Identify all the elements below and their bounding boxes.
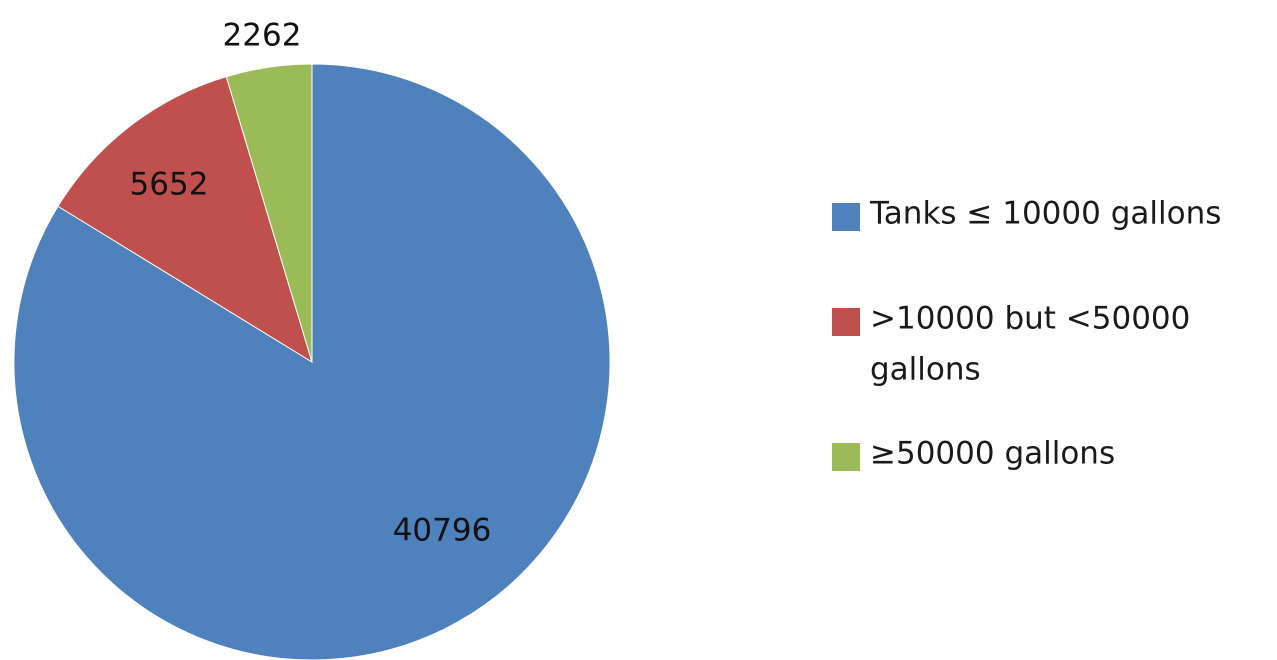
legend-swatch-tanks-le-10000 [832, 203, 860, 231]
legend-swatch-tanks-10000-50000 [832, 308, 860, 336]
legend-label-tanks-10000-50000-line-2: gallons [870, 352, 981, 388]
data-label-tanks-ge-50000: 2262 [223, 18, 302, 54]
legend-label-tanks-le-10000: Tanks ≤ 10000 gallons [869, 196, 1221, 232]
pie-slices [13, 63, 611, 660]
pie-data-labels: 40796 5652 2262 [130, 18, 492, 549]
pie-slice-tanks-10000-50000 [57, 75, 313, 364]
legend-swatch-tanks-ge-50000 [832, 443, 860, 471]
data-label-tanks-10000-50000: 5652 [130, 167, 209, 203]
legend: Tanks ≤ 10000 gallons >10000 but <50000 ga… [832, 196, 1221, 472]
legend-label-tanks-10000-50000-line-1: >10000 but <50000 [870, 301, 1190, 337]
pie-slice-tanks-ge-50000 [225, 63, 313, 363]
legend-label-tanks-ge-50000: ≥50000 gallons [870, 436, 1115, 472]
legend-item-tanks-10000-50000: >10000 but <50000 gallons [832, 301, 1190, 388]
data-label-tanks-le-10000: 40796 [393, 513, 492, 549]
legend-item-tanks-le-10000: Tanks ≤ 10000 gallons [832, 196, 1221, 232]
legend-item-tanks-ge-50000: ≥50000 gallons [832, 436, 1115, 472]
